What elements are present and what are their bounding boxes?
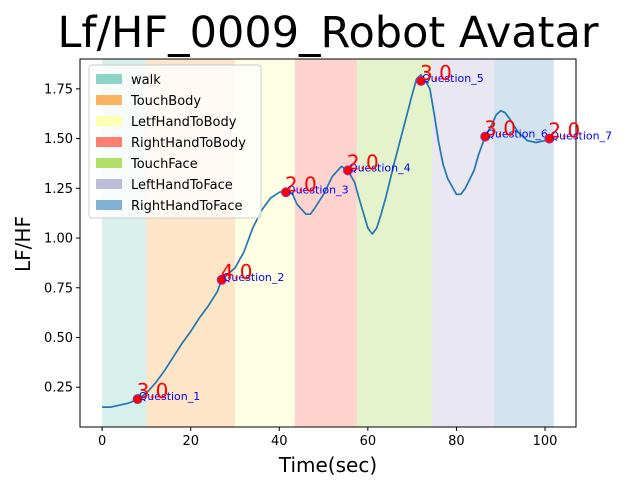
legend-swatch-0 (96, 74, 122, 84)
x-axis-label: Time(sec) (278, 453, 377, 477)
y-tick-label-2: 0.75 (44, 281, 73, 296)
legend-swatch-2 (96, 116, 122, 126)
y-tick-label-0: 0.25 (44, 381, 73, 396)
region-5 (432, 59, 495, 427)
question-label-3: Question_3 (287, 183, 349, 196)
legend-swatch-4 (96, 158, 122, 168)
chart-title: Lf/HF_0009_Robot Avatar (57, 8, 598, 58)
x-tick-label-3: 60 (360, 434, 377, 449)
question-point-5 (416, 75, 426, 86)
score-label-7: 2.0 (548, 119, 580, 143)
legend-label-3: RightHandToBody (131, 136, 246, 151)
legend-swatch-6 (96, 200, 122, 210)
question-label-4: Question_4 (349, 161, 411, 174)
region-3 (294, 59, 357, 427)
score-label-4: 2.0 (347, 150, 379, 174)
question-label-7: Question_7 (550, 130, 612, 143)
legend-swatch-3 (96, 137, 122, 147)
region-6 (494, 59, 554, 427)
score-label-6: 3.0 (484, 117, 516, 141)
score-label-1: 3.0 (137, 379, 169, 403)
legend-label-4: TouchFace (130, 157, 198, 172)
score-label-2: 4.0 (221, 260, 253, 284)
y-tick-label-3: 1.00 (44, 232, 73, 247)
score-label-5: 3.0 (420, 61, 452, 85)
legend-label-2: LetfHandToBody (131, 115, 237, 130)
region-4 (356, 59, 433, 427)
question-label-1: Question_1 (139, 390, 201, 403)
legend-frame (88, 64, 262, 219)
y-tick-label-5: 1.50 (44, 132, 73, 147)
y-tick-label-4: 1.25 (44, 182, 73, 197)
question-point-2 (216, 274, 227, 285)
legend: walk TouchBody LetfHandToBody RightHandToBo… (88, 64, 262, 219)
question-point-7 (544, 133, 555, 144)
legend-label-0: walk (131, 73, 161, 88)
question-point-6 (480, 131, 491, 142)
question-point-4 (342, 165, 353, 176)
legend-swatch-1 (96, 95, 122, 105)
y-tick-label-1: 0.50 (44, 331, 73, 346)
axes-frame (79, 58, 577, 428)
legend-label-1: TouchBody (130, 94, 201, 109)
x-tick-label-5: 100 (533, 434, 558, 449)
x-tick-label-0: 0 (98, 434, 106, 449)
legend-label-6: RightHandToFace (131, 199, 243, 214)
question-point-3 (280, 187, 291, 198)
legend-label-5: LeftHandToFace (131, 178, 233, 193)
y-tick-label-6: 1.75 (44, 82, 73, 97)
question-point-1 (132, 394, 143, 405)
question-label-6: Question_6 (486, 128, 548, 141)
score-label-3: 2.0 (285, 172, 317, 196)
x-tick-label-4: 80 (448, 434, 465, 449)
legend-swatch-5 (96, 179, 122, 189)
y-axis-label: LF/HF (11, 216, 35, 272)
question-label-5: Question_5 (422, 72, 484, 85)
x-tick-label-1: 20 (182, 434, 199, 449)
question-label-2: Question_2 (223, 271, 285, 284)
x-tick-label-2: 40 (271, 434, 288, 449)
